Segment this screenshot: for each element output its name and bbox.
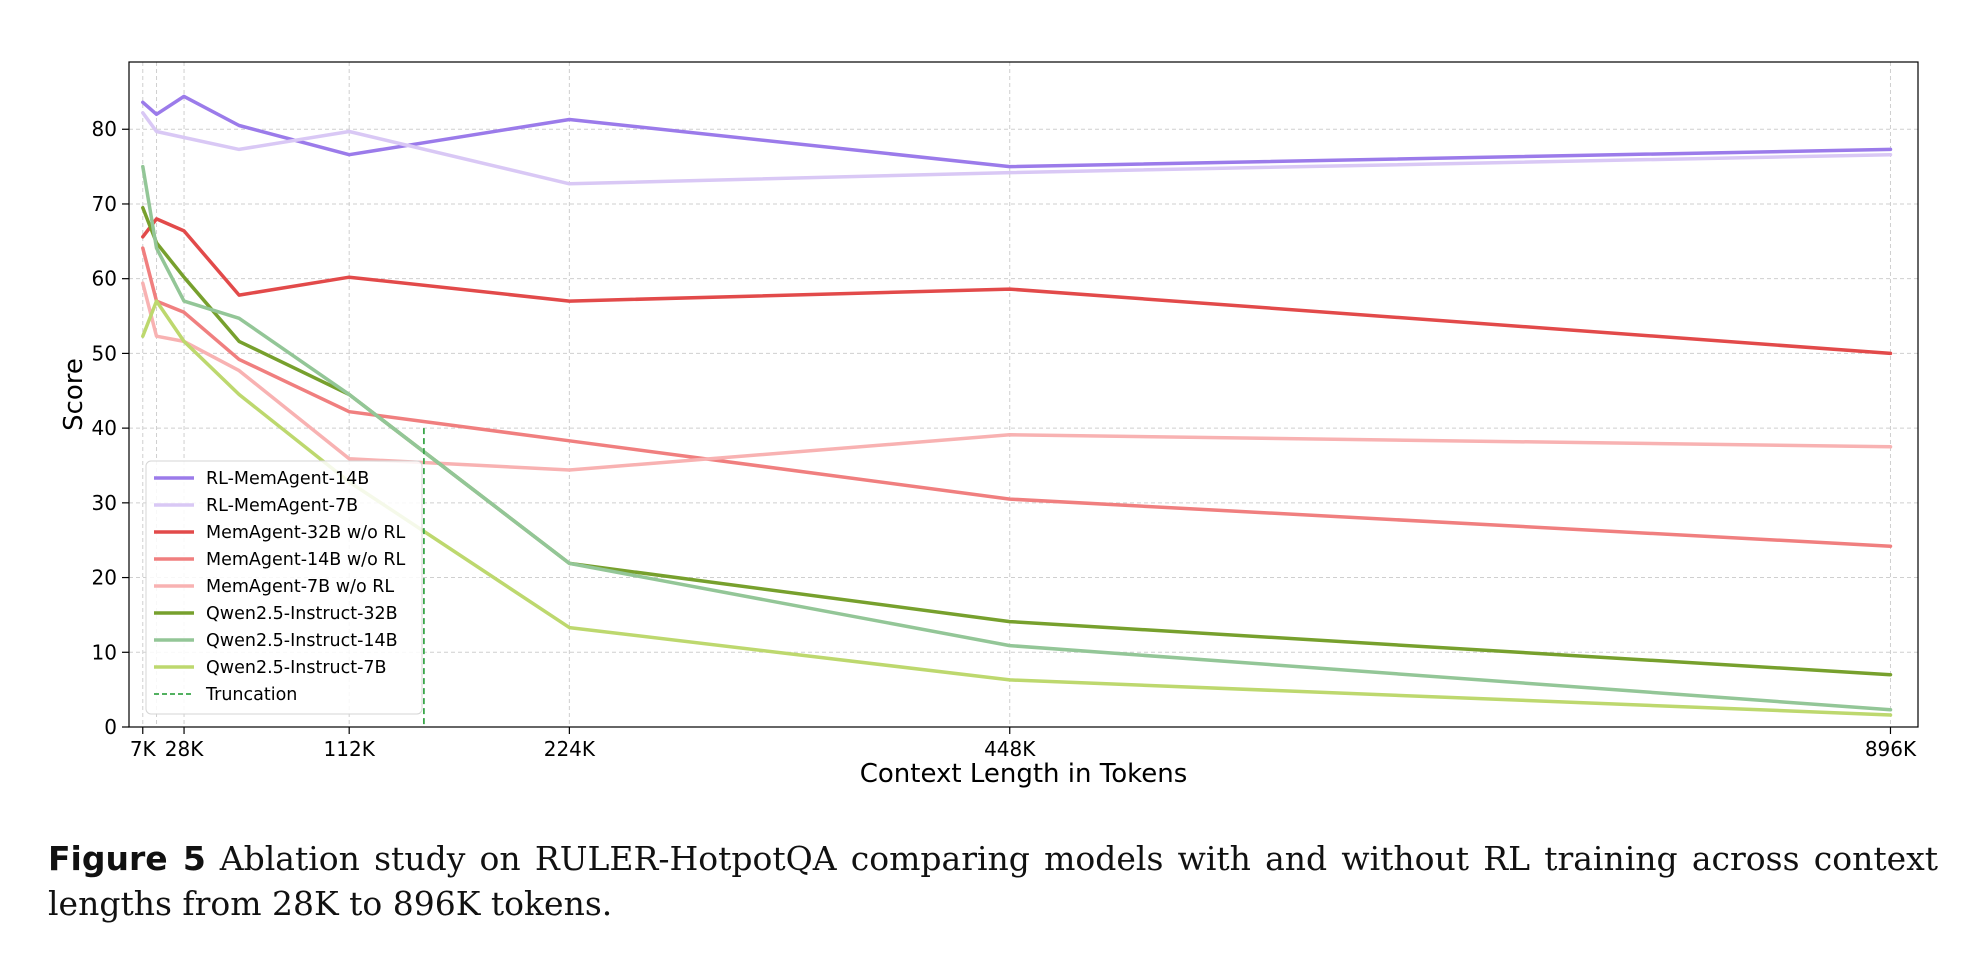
legend-label: Qwen2.5-Instruct-7B: [206, 658, 387, 678]
y-axis: 0 10 20 30 40 50 60 70 80: [92, 117, 129, 739]
figure-caption: Figure 5 Ablation study on RULER-HotpotQA…: [48, 836, 1938, 926]
y-tick-label: 30: [92, 491, 117, 515]
series-line-1: [141, 111, 1893, 186]
figure-label: Figure 5: [48, 839, 206, 878]
legend-label: MemAgent-7B w/o RL: [206, 577, 394, 597]
caption-text: Ablation study on RULER-HotpotQA compari…: [48, 839, 1939, 923]
y-tick-label: 40: [92, 416, 117, 440]
y-tick-label: 20: [92, 566, 117, 590]
y-tick-label: 10: [92, 640, 117, 664]
y-tick-label: 0: [104, 715, 117, 739]
x-axis-label: Context Length in Tokens: [860, 759, 1188, 789]
x-tick-label: 28K: [165, 737, 204, 761]
series-line-4: [141, 281, 1893, 472]
y-tick-label: 70: [92, 192, 117, 216]
series-line-5: [141, 205, 1893, 677]
x-tick-label: 896K: [1865, 737, 1917, 761]
legend-label: Qwen2.5-Instruct-32B: [206, 604, 398, 624]
y-tick-label: 50: [92, 341, 117, 365]
x-axis: 7K 28K 112K 224K 448K 896K: [130, 727, 1917, 761]
x-tick-label: 7K: [130, 737, 157, 761]
legend-label: MemAgent-32B w/o RL: [206, 523, 406, 543]
y-axis-label: Score: [59, 358, 89, 431]
plot-frame: [128, 61, 1919, 728]
series-line-2: [141, 217, 1893, 356]
series-lines: [141, 94, 1893, 717]
legend-label: Truncation: [205, 685, 297, 705]
legend-label: RL-MemAgent-14B: [206, 469, 369, 489]
series-line-7: [141, 299, 1893, 717]
x-tick-label: 448K: [984, 737, 1036, 761]
y-tick-label: 60: [92, 267, 117, 291]
series-line-6: [141, 164, 1893, 712]
legend-box: [145, 460, 423, 715]
series-line-0: [141, 94, 1893, 169]
x-tick-label: 224K: [544, 737, 596, 761]
x-tick-label: 112K: [324, 737, 376, 761]
y-tick-label: 80: [92, 117, 117, 141]
legend-label: RL-MemAgent-7B: [206, 496, 358, 516]
legend-label: MemAgent-14B w/o RL: [206, 550, 406, 570]
chart: 0 10 20 30 40 50 60 70 80 7K 28K 112K 224K 448K 896K Co…: [59, 61, 1919, 789]
legend: RL-MemAgent-14B RL-MemAgent-7B MemAgent-32…: [145, 460, 423, 715]
series-line-3: [141, 246, 1893, 548]
legend-label: Qwen2.5-Instruct-14B: [206, 631, 398, 651]
